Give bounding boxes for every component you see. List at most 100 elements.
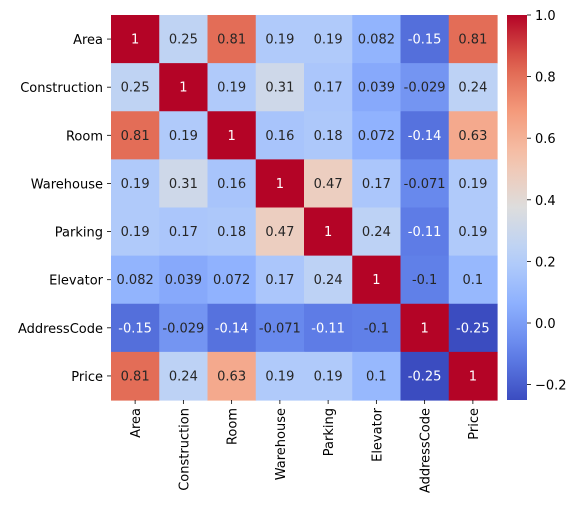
cell-value-label: 0.31 bbox=[169, 177, 198, 192]
cell-value-label: 0.072 bbox=[358, 129, 395, 144]
cell-value-label: -0.1 bbox=[412, 273, 437, 288]
heatmap-cell bbox=[255, 255, 305, 305]
cell-value-label: 0.19 bbox=[265, 369, 294, 384]
heatmap-cell bbox=[352, 303, 402, 353]
heatmap-cell bbox=[400, 207, 450, 257]
cell-value-label: 1 bbox=[276, 177, 284, 192]
cell-value-label: 0.19 bbox=[314, 33, 343, 48]
cell-value-label: 0.18 bbox=[314, 129, 343, 144]
cell-value-label: -0.15 bbox=[408, 33, 442, 48]
heatmap-cell bbox=[159, 15, 209, 64]
cell-value-label: 0.17 bbox=[265, 273, 294, 288]
colorbar-tick-label: −0.2 bbox=[535, 379, 567, 394]
heatmap-cell bbox=[111, 255, 160, 305]
heatmap-cell bbox=[255, 303, 305, 353]
cell-value-label: 0.16 bbox=[265, 129, 294, 144]
cell-value-label: 0.19 bbox=[458, 225, 487, 240]
column-tick-label: Price bbox=[467, 408, 482, 440]
cell-value-label: 0.039 bbox=[165, 273, 202, 288]
cell-value-label: 1 bbox=[227, 129, 235, 144]
heatmap-cell bbox=[207, 63, 257, 112]
cell-value-label: 0.16 bbox=[217, 177, 246, 192]
cell-value-label: 0.47 bbox=[265, 225, 294, 240]
cell-value-label: 0.81 bbox=[121, 369, 150, 384]
colorbar-tick-label: 0.4 bbox=[535, 194, 556, 209]
heatmap-cell bbox=[400, 351, 450, 401]
heatmap-cell bbox=[255, 15, 305, 64]
heatmap-cell bbox=[304, 207, 353, 257]
heatmap-cell bbox=[255, 159, 305, 209]
heatmap-cell bbox=[207, 255, 257, 305]
heatmap-cell bbox=[207, 159, 257, 209]
row-tick-label: AddressCode bbox=[18, 322, 103, 337]
cell-value-label: 0.19 bbox=[121, 225, 150, 240]
heatmap-cell bbox=[400, 255, 450, 305]
cell-value-label: 0.31 bbox=[265, 81, 294, 96]
heatmap-cell bbox=[304, 63, 353, 112]
heatmap-cell bbox=[400, 159, 450, 209]
heatmap-cell bbox=[159, 63, 209, 112]
heatmap-cell bbox=[448, 111, 498, 160]
heatmap-cell bbox=[400, 63, 450, 112]
cell-value-label: -0.11 bbox=[408, 225, 442, 240]
cell-value-label: 1 bbox=[469, 369, 477, 384]
heatmap-cell bbox=[352, 15, 402, 64]
cell-value-label: 0.19 bbox=[458, 177, 487, 192]
cell-value-label: 0.81 bbox=[458, 33, 487, 48]
cell-value-label: 0.19 bbox=[169, 129, 198, 144]
row-tick-labels: Area Construction Room Warehouse Parking Elev… bbox=[18, 33, 111, 385]
heatmap-cell bbox=[304, 351, 353, 401]
cell-value-labels: 1 0.25 0.81 0.19 0.19 0.082 -0.15 0.81 0.25 1 0.19… bbox=[117, 33, 490, 385]
heatmap-cell bbox=[111, 111, 160, 160]
cell-value-label: -0.25 bbox=[456, 321, 490, 336]
cell-value-label: -0.14 bbox=[215, 321, 249, 336]
cell-value-label: -0.029 bbox=[404, 81, 446, 96]
cell-value-label: 1 bbox=[131, 33, 139, 48]
heatmap-cell bbox=[111, 159, 160, 209]
heatmap-cell bbox=[352, 255, 402, 305]
cell-value-label: -0.1 bbox=[364, 321, 389, 336]
cell-value-label: 0.17 bbox=[169, 225, 198, 240]
cell-value-label: -0.071 bbox=[404, 177, 446, 192]
cell-value-label: -0.25 bbox=[408, 369, 442, 384]
colorbar: −0.2 0.0 0.2 0.4 0.6 0.8 1.0 bbox=[507, 9, 567, 400]
cell-value-label: -0.029 bbox=[162, 321, 204, 336]
cell-value-label: 0.1 bbox=[463, 273, 484, 288]
cell-value-label: -0.15 bbox=[118, 321, 152, 336]
colorbar-tick-label: 1.0 bbox=[535, 9, 556, 24]
row-tick-label: Construction bbox=[20, 81, 103, 96]
heatmap-cell bbox=[255, 351, 305, 401]
column-tick-label: Parking bbox=[322, 408, 337, 456]
colorbar-tick-label: 0.2 bbox=[535, 255, 556, 270]
cell-value-label: 0.18 bbox=[217, 225, 246, 240]
heatmap-cell bbox=[111, 207, 160, 257]
heatmap-cell bbox=[207, 15, 257, 64]
column-tick-labels: Area Construction Room Warehouse Parking Elev… bbox=[129, 400, 482, 493]
heatmap-cell bbox=[159, 111, 209, 160]
row-tick-label: Price bbox=[71, 370, 103, 385]
cell-value-label: 0.039 bbox=[358, 81, 395, 96]
cell-value-label: 0.17 bbox=[362, 177, 391, 192]
heatmap-cell bbox=[255, 111, 305, 160]
heatmap-cell bbox=[111, 63, 160, 112]
cell-value-label: 0.63 bbox=[458, 129, 487, 144]
cell-value-label: 0.25 bbox=[121, 81, 150, 96]
cell-value-label: 0.1 bbox=[366, 369, 387, 384]
cell-value-label: 0.17 bbox=[314, 81, 343, 96]
cell-value-label: -0.11 bbox=[311, 321, 345, 336]
colorbar-tick-label: 0.0 bbox=[535, 317, 556, 332]
cell-value-label: 0.24 bbox=[169, 369, 198, 384]
cell-value-label: 0.24 bbox=[458, 81, 487, 96]
heatmap-cell bbox=[207, 207, 257, 257]
row-tick-label: Area bbox=[73, 33, 103, 48]
heatmap-cell bbox=[159, 255, 209, 305]
heatmap-cell bbox=[207, 303, 257, 353]
heatmap-cells bbox=[111, 15, 498, 401]
heatmap-cell bbox=[159, 303, 209, 353]
heatmap-cell bbox=[207, 111, 257, 160]
heatmap-cell bbox=[448, 159, 498, 209]
cell-value-label: 1 bbox=[420, 321, 428, 336]
heatmap-cell bbox=[304, 159, 353, 209]
heatmap-cell bbox=[352, 63, 402, 112]
column-tick-label: Warehouse bbox=[274, 408, 289, 480]
